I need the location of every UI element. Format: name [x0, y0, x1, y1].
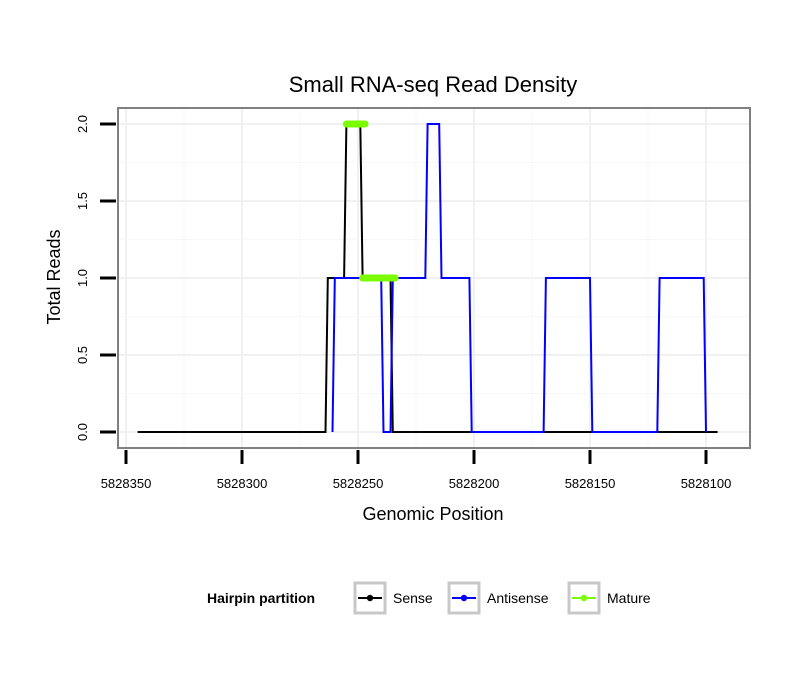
- y-tick-label: 2.0: [75, 115, 90, 133]
- x-tick-label: 5828250: [333, 476, 384, 491]
- x-tick-label: 5828200: [449, 476, 500, 491]
- x-tick-label: 5828300: [217, 476, 268, 491]
- y-axis-title: Total Reads: [44, 229, 64, 324]
- legend-label-mature: Mature: [607, 590, 651, 606]
- series-line-antisense: [331, 123, 707, 433]
- legend-label-sense: Sense: [393, 590, 433, 606]
- x-tick-label: 5828100: [681, 476, 732, 491]
- legend-item-sense: Sense: [353, 581, 433, 615]
- legend-key-point: [580, 594, 588, 602]
- plot-border: [117, 107, 751, 449]
- legend-item-antisense: Antisense: [447, 581, 549, 615]
- legend: Hairpin partition Sense Antisense Mature: [207, 581, 651, 615]
- legend-title: Hairpin partition: [207, 590, 315, 606]
- y-axis: 0.0 0.5 1.0 1.5 2.0: [75, 115, 116, 441]
- legend-key-point: [366, 594, 374, 602]
- x-axis-title: Genomic Position: [362, 504, 503, 524]
- legend-key-point: [460, 594, 468, 602]
- x-axis: 5828350 5828300 5828250 5828200 5828150 58281…: [101, 450, 732, 491]
- y-tick-label: 0.0: [75, 423, 90, 441]
- y-tick-label: 1.0: [75, 269, 90, 287]
- legend-label-antisense: Antisense: [487, 590, 549, 606]
- x-tick-label: 5828350: [101, 476, 152, 491]
- series-layer: [137, 120, 718, 433]
- y-tick-label: 1.5: [75, 192, 90, 210]
- x-tick-label: 5828150: [565, 476, 616, 491]
- chart-title: Small RNA-seq Read Density: [289, 72, 578, 97]
- y-tick-label: 0.5: [75, 346, 90, 364]
- legend-item-mature: Mature: [567, 581, 651, 615]
